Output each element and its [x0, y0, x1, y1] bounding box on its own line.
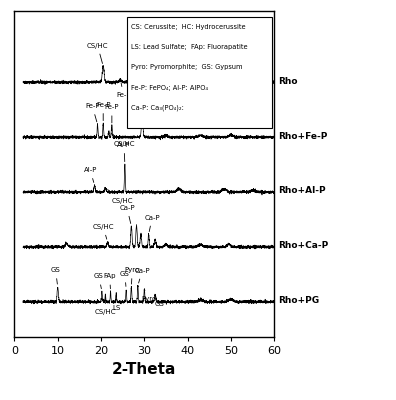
Text: GS: GS	[120, 271, 130, 286]
Text: CS/HC: CS/HC	[87, 43, 109, 64]
Text: LS: LS	[112, 295, 120, 311]
Text: Fe-P: FePO₄; Al-P: AlPO₄: Fe-P: FePO₄; Al-P: AlPO₄	[131, 85, 208, 91]
Text: Al-P: Al-P	[84, 167, 97, 182]
Text: Rho+PG: Rho+PG	[279, 296, 320, 305]
Text: Fe-P: Fe-P	[85, 103, 100, 122]
Text: Rho+Al-P: Rho+Al-P	[279, 186, 326, 196]
Text: Pyro: Pyro	[125, 267, 140, 284]
Text: Ca-P: Ca-P	[144, 214, 160, 232]
Text: CS: CS	[135, 42, 145, 62]
Text: FAp: FAp	[103, 274, 116, 289]
Text: GS: GS	[154, 295, 164, 308]
Text: Pyro: Pyromorphite;  GS: Gypsum: Pyro: Pyromorphite; GS: Gypsum	[131, 64, 243, 70]
Text: Ca-P: Ca-P	[134, 268, 150, 283]
Text: Fe-P: Fe-P	[96, 102, 110, 121]
Text: Al-P: Al-P	[117, 142, 131, 162]
Text: CS/HC: CS/HC	[95, 296, 116, 315]
X-axis label: 2-Theta: 2-Theta	[112, 362, 177, 377]
Text: Pyro: Pyro	[141, 289, 156, 302]
Text: Fe-P: Fe-P	[105, 104, 119, 123]
Text: Rho: Rho	[279, 77, 298, 86]
Text: Rho+Ca-P: Rho+Ca-P	[279, 241, 329, 250]
Text: LS: Lead Sulfate;  FAp: Fluorapatite: LS: Lead Sulfate; FAp: Fluorapatite	[131, 44, 248, 50]
Text: Fe-P: Fe-P	[116, 83, 131, 98]
FancyBboxPatch shape	[128, 18, 272, 128]
Text: Ca-P: Ca-P	[119, 205, 135, 224]
Text: Ca-P: Ca₃(PO₄)₂:: Ca-P: Ca₃(PO₄)₂:	[131, 105, 184, 112]
Text: GS: GS	[51, 267, 61, 284]
Text: CS/HC: CS/HC	[108, 190, 133, 204]
Text: CS: Cerussite;  HC: Hydrocerussite: CS: Cerussite; HC: Hydrocerussite	[131, 24, 246, 30]
Text: Rho+Fe-P: Rho+Fe-P	[279, 132, 328, 140]
Text: CS/HC: CS/HC	[111, 133, 135, 147]
Text: CS/HC: CS/HC	[92, 224, 114, 239]
Text: Fe-P: Fe-P	[139, 100, 154, 117]
Text: GS: GS	[94, 273, 104, 289]
